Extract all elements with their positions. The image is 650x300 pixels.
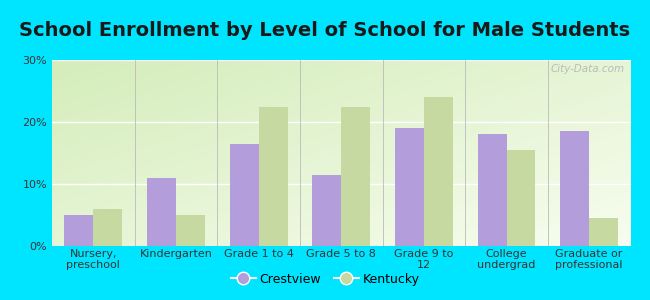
Bar <box>64 215 94 246</box>
Bar <box>229 144 259 246</box>
Legend: Crestview, Kentucky: Crestview, Kentucky <box>226 268 424 291</box>
Bar <box>424 97 453 246</box>
Text: School Enrollment by Level of School for Male Students: School Enrollment by Level of School for… <box>20 21 630 40</box>
Bar <box>341 106 370 246</box>
Bar <box>147 178 176 246</box>
Bar <box>560 131 589 246</box>
Bar <box>312 175 341 246</box>
Bar <box>259 106 287 246</box>
Bar <box>506 150 536 246</box>
Bar <box>589 218 618 246</box>
Bar <box>395 128 424 246</box>
Bar <box>478 134 506 246</box>
Bar <box>94 209 122 246</box>
Bar <box>176 215 205 246</box>
Text: City-Data.com: City-Data.com <box>551 64 625 74</box>
